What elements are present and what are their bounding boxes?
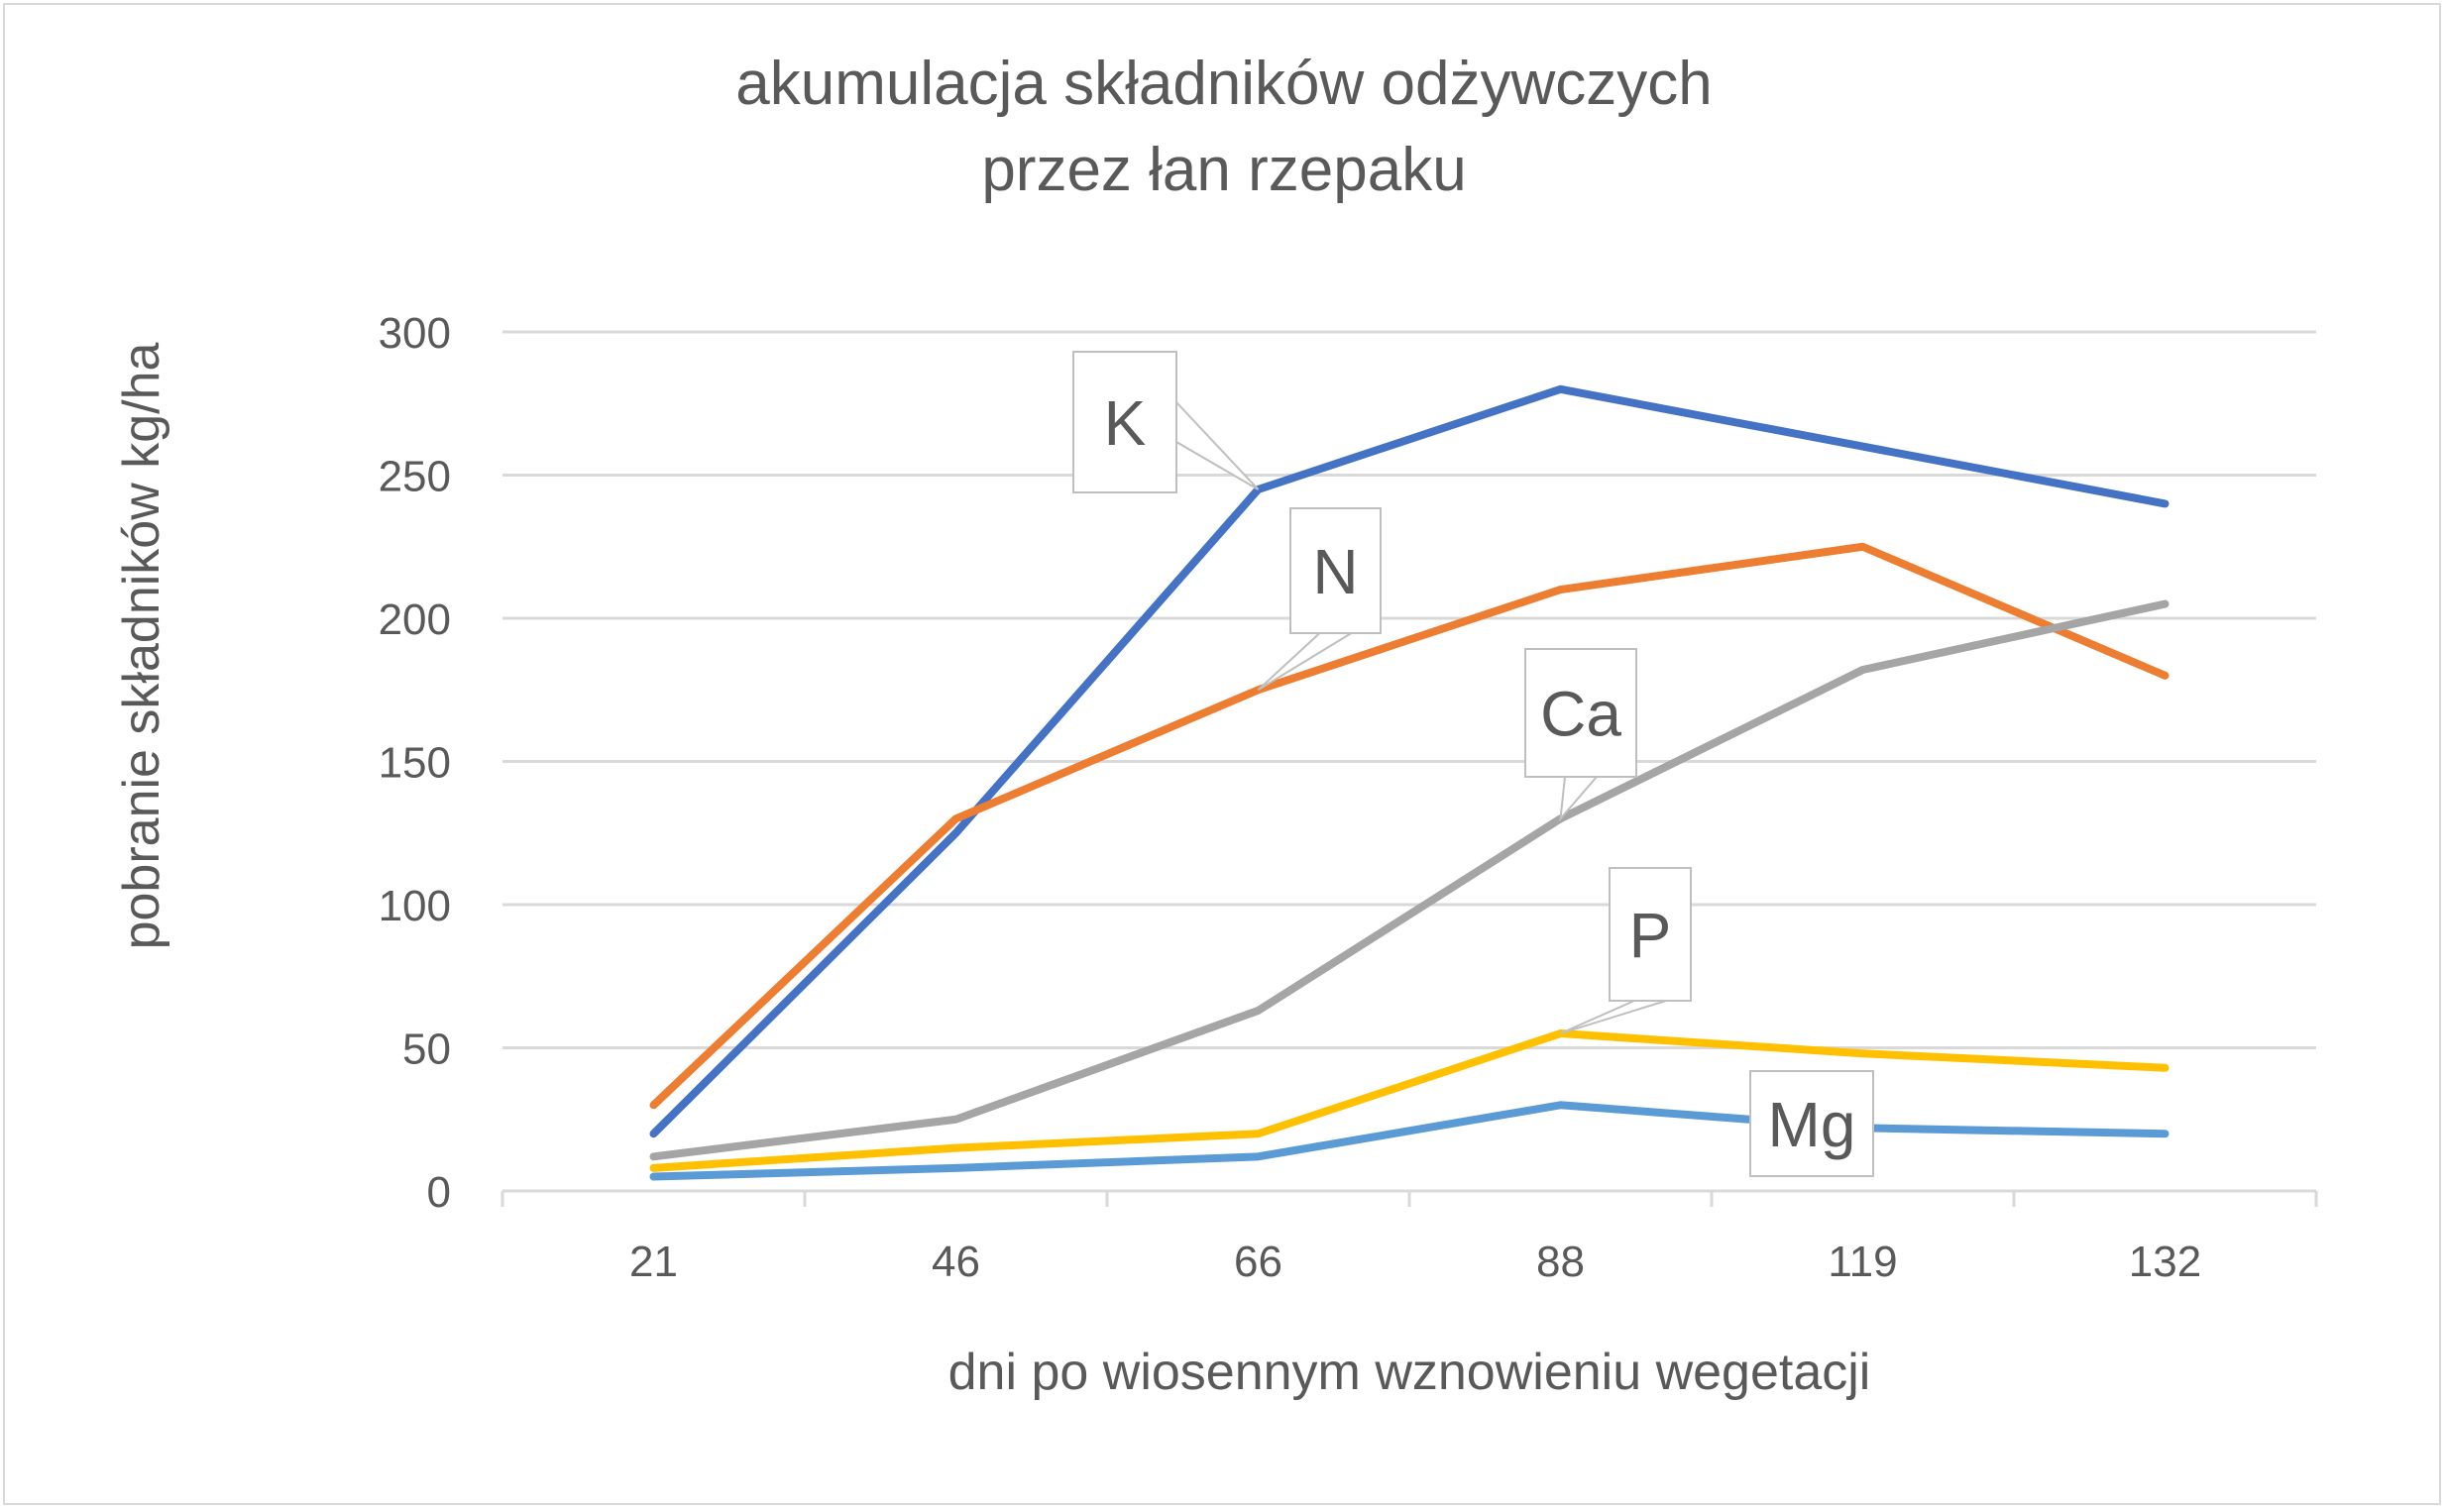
x-tick-label: 46	[932, 1238, 980, 1286]
chart-title-line-2: przez łan rzepaku	[981, 136, 1466, 204]
callout-box	[1524, 648, 1637, 778]
series-name-label: K	[1104, 387, 1147, 459]
callout-box	[1289, 507, 1382, 634]
series-line-mg	[649, 1101, 2170, 1181]
y-axis-title: pobranie składników kg/ha	[113, 343, 170, 950]
data-label-n: N	[1257, 507, 1382, 692]
x-axis-title: dni po wiosennym wznowieniu wegetacji	[948, 1344, 1871, 1401]
chart-title-line-1: akumulacja składników odżywczych	[735, 50, 1713, 118]
x-tick-label: 21	[629, 1238, 678, 1286]
series-line-n	[649, 542, 2170, 1110]
series-name-label: Mg	[1768, 1089, 1856, 1160]
y-tick-label: 200	[379, 595, 451, 644]
y-tick-label: 0	[427, 1168, 451, 1217]
chart-frame	[3, 3, 2441, 1505]
y-tick-label: 300	[379, 309, 451, 358]
x-tick-label: 119	[1828, 1238, 1897, 1286]
data-label-p: P	[1560, 867, 1692, 1035]
y-tick-label: 250	[379, 453, 451, 501]
series-line-p	[649, 1029, 2170, 1172]
callout-box	[1072, 351, 1177, 493]
x-tick-label: 88	[1536, 1238, 1585, 1286]
data-label-k: K	[1072, 351, 1260, 493]
callout-pointer	[1560, 1000, 1667, 1035]
series-name-label: P	[1629, 900, 1672, 971]
series-line-k	[649, 384, 2170, 1138]
data-label-mg: Mg	[1749, 1070, 1874, 1177]
callout-box	[1609, 867, 1692, 1002]
y-tick-label: 150	[379, 739, 451, 788]
series-name-label: Ca	[1540, 679, 1621, 750]
series-name-label: N	[1312, 536, 1358, 607]
series-line-ca	[649, 599, 2170, 1161]
y-tick-label: 100	[379, 882, 451, 930]
x-tick-label: 132	[2129, 1238, 2201, 1286]
data-label-ca: Ca	[1524, 648, 1637, 822]
callout-box	[1749, 1070, 1874, 1177]
y-tick-label: 50	[402, 1026, 451, 1074]
x-tick-label: 66	[1234, 1238, 1282, 1286]
